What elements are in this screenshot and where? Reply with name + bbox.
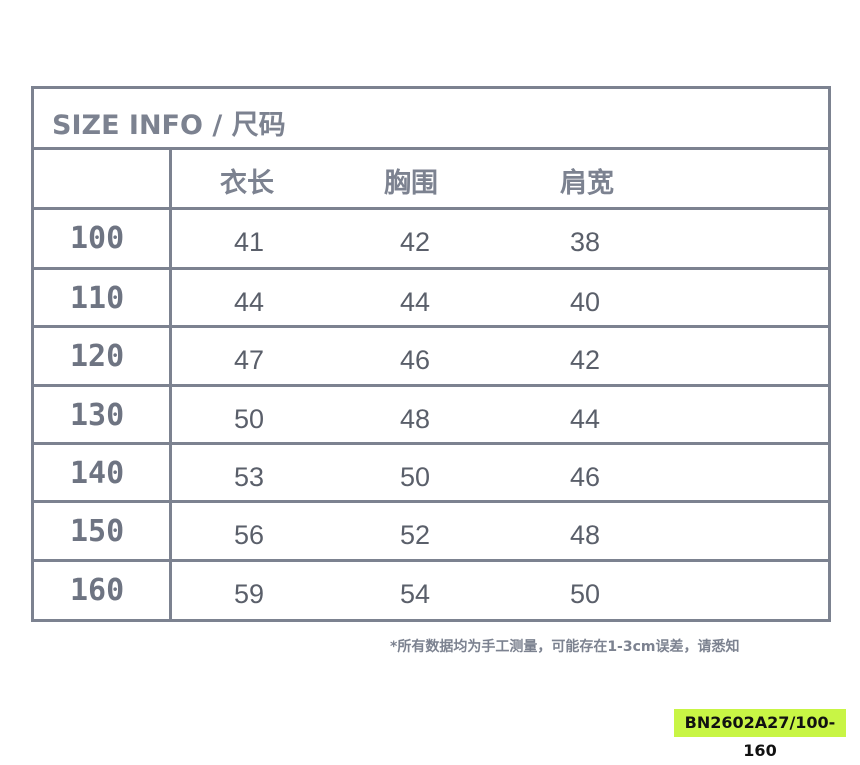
table-cell: 56 [234,520,265,550]
size-label: 160 [70,573,125,608]
table-cell: 48 [570,520,601,550]
table-cell: 40 [570,287,601,317]
table-cell: 54 [400,579,431,609]
table-cell: 50 [234,404,265,434]
divider [34,147,828,150]
table-cell: 44 [234,287,265,317]
measurement-note: *所有数据均为手工测量，可能存在1-3cm误差，请悉知 [390,639,740,655]
size-label: 110 [70,281,125,316]
row-divider [34,384,828,387]
row-divider [34,325,828,328]
row-divider [34,207,828,210]
row-divider [34,559,828,562]
size-label: 120 [70,339,125,374]
table-cell: 46 [400,345,431,375]
table-cell: 41 [234,227,265,257]
product-code: BN2602A27/100-160 [674,709,846,760]
table-cell: 50 [400,462,431,492]
table-cell: 52 [400,520,431,550]
size-label: 140 [70,456,125,491]
table-cell: 59 [234,579,265,609]
size-label: 100 [70,221,125,256]
row-divider [34,267,828,270]
table-title: SIZE INFO / 尺码 [52,110,286,141]
header-length: 衣长 [220,168,274,199]
table-cell: 53 [234,462,265,492]
size-label: 130 [70,398,125,433]
column-divider [169,147,172,619]
row-divider [34,500,828,503]
header-chest: 胸围 [384,168,438,199]
table-cell: 48 [400,404,431,434]
table-cell: 46 [570,462,601,492]
header-shoulder: 肩宽 [560,168,614,199]
size-label: 150 [70,514,125,549]
table-cell: 42 [570,345,601,375]
table-cell: 50 [570,579,601,609]
table-cell: 44 [400,287,431,317]
size-table: SIZE INFO / 尺码 衣长 胸围 肩宽 100 41 42 38 110 44 44… [31,86,831,622]
table-cell: 42 [400,227,431,257]
row-divider [34,442,828,445]
table-cell: 44 [570,404,601,434]
table-cell: 38 [570,227,601,257]
table-cell: 47 [234,345,265,375]
